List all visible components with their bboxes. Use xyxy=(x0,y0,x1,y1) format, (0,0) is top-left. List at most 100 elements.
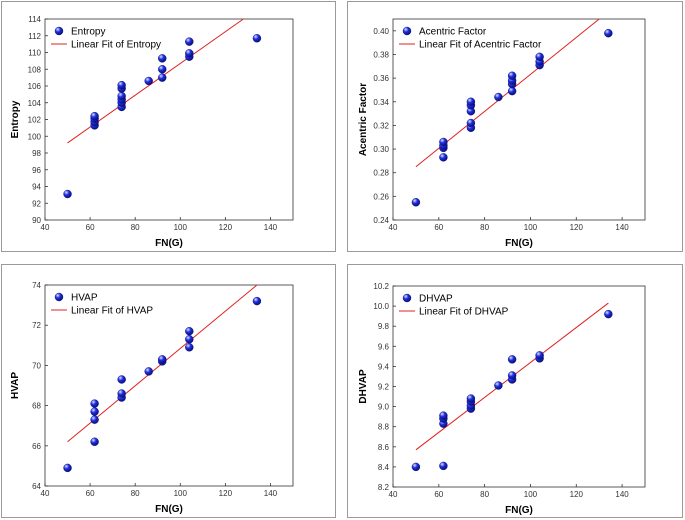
legend-label: Linear Fit of Acentric Factor xyxy=(419,40,542,51)
panel-dhvap: 40 60 80 100 120 140 8.2 8.4 8.6 8.8 9.0 9.2 9.4 9.6 9… xyxy=(347,264,683,518)
legend-marker xyxy=(54,26,64,36)
x-tick-label: 100 xyxy=(524,490,538,499)
legend-marker xyxy=(54,292,64,302)
y-tick-label: 92 xyxy=(32,199,41,208)
y-tick-label: 8.4 xyxy=(378,463,390,472)
panel-entropy: 40 60 80 100 120 140 90 92 94 96 98 100 102 104 106 108… xyxy=(1,1,336,252)
data-point xyxy=(439,461,448,471)
data-point xyxy=(158,355,167,364)
data-point xyxy=(117,91,126,101)
x-tick-label: 100 xyxy=(524,223,538,232)
data-point xyxy=(63,189,72,199)
data-point xyxy=(185,343,194,352)
data-point xyxy=(158,54,167,63)
x-tick-label: 40 xyxy=(41,489,50,498)
data-point xyxy=(90,437,99,446)
data-point xyxy=(535,351,544,360)
data-point xyxy=(439,411,448,420)
y-tick-label: 9.4 xyxy=(378,362,390,371)
data-point xyxy=(117,80,126,90)
y-tick-label: 66 xyxy=(32,442,41,451)
data-point xyxy=(144,367,153,376)
x-tick-label: 100 xyxy=(174,223,188,232)
x-tick-label: 120 xyxy=(219,489,233,498)
data-point xyxy=(604,28,613,38)
y-axis-title: Acentric Factor xyxy=(358,83,369,156)
data-point xyxy=(507,71,517,80)
plot-frame xyxy=(392,18,646,221)
x-tick-label: 60 xyxy=(86,223,95,232)
y-tick-label: 96 xyxy=(32,166,41,175)
data-point xyxy=(117,375,126,384)
x-tick-label: 80 xyxy=(480,223,489,232)
y-tick-label: 9.8 xyxy=(378,322,390,331)
data-point xyxy=(63,463,72,473)
data-point xyxy=(90,407,99,416)
legend-marker xyxy=(402,293,412,303)
data-point xyxy=(185,327,194,336)
y-tick-label: 0.26 xyxy=(373,192,389,201)
y-tick-label: 112 xyxy=(28,32,41,41)
data-point xyxy=(494,381,503,390)
data-point xyxy=(411,198,421,207)
y-tick-label: 10.0 xyxy=(373,302,389,311)
x-tick-label: 40 xyxy=(389,223,398,232)
panel-acentric-factor: 40 60 80 100 120 140 0.24 0.26 0.28 0.30 0.32 0.34 0… xyxy=(347,1,683,252)
data-point xyxy=(494,92,503,102)
x-tick-label: 140 xyxy=(264,489,278,498)
x-tick-label: 100 xyxy=(174,489,188,498)
y-tick-label: 104 xyxy=(28,99,42,108)
panel-hvap: 40 60 80 100 120 140 64 66 68 70 72 74 FN(G) HVAP HVAP… xyxy=(1,264,336,518)
x-tick-label: 80 xyxy=(131,223,140,232)
x-axis-title: FN(G) xyxy=(505,238,533,249)
x-tick-label: 120 xyxy=(219,223,233,232)
chart-svg: 40 60 80 100 120 140 64 66 68 70 72 74 FN(G) HVAP HVAP… xyxy=(10,281,294,515)
data-point xyxy=(252,34,262,43)
y-tick-label: 8.8 xyxy=(378,423,390,432)
data-point xyxy=(90,415,99,424)
y-axis-title: HVAP xyxy=(10,372,21,399)
y-tick-label: 0.38 xyxy=(373,50,389,59)
data-point xyxy=(252,296,262,306)
y-tick-label: 0.24 xyxy=(373,216,389,225)
x-tick-label: 140 xyxy=(264,223,278,232)
x-tick-label: 60 xyxy=(434,490,443,499)
chart-svg: 40 60 80 100 120 140 0.24 0.26 0.28 0.30 0.32 0.34 0… xyxy=(358,18,646,249)
y-tick-label: 0.32 xyxy=(373,121,389,130)
x-tick-label: 80 xyxy=(131,489,140,498)
data-point xyxy=(158,73,167,82)
data-point xyxy=(185,335,194,344)
y-tick-label: 64 xyxy=(32,482,41,491)
x-tick-label: 60 xyxy=(86,489,95,498)
legend-marker xyxy=(402,26,412,36)
legend-label: Linear Fit of DHVAP xyxy=(419,307,509,318)
data-point xyxy=(185,49,194,58)
y-tick-label: 102 xyxy=(28,116,42,125)
y-tick-label: 106 xyxy=(28,82,42,91)
y-tick-label: 0.28 xyxy=(373,169,389,178)
y-axis-title: Entropy xyxy=(10,100,21,138)
x-tick-label: 60 xyxy=(434,223,443,232)
x-axis-title: FN(G) xyxy=(155,238,183,249)
x-tick-label: 120 xyxy=(570,490,584,499)
y-tick-label: 100 xyxy=(28,132,42,141)
y-tick-label: 94 xyxy=(32,183,41,192)
y-tick-label: 9.6 xyxy=(378,342,390,351)
x-tick-label: 120 xyxy=(570,223,584,232)
y-tick-label: 0.34 xyxy=(373,98,389,107)
y-tick-label: 74 xyxy=(32,281,41,290)
y-tick-label: 0.36 xyxy=(373,74,389,83)
x-tick-label: 40 xyxy=(41,223,50,232)
data-point xyxy=(535,52,544,62)
data-point xyxy=(144,76,153,86)
legend-label: Acentric Factor xyxy=(419,27,487,38)
x-axis-title: FN(G) xyxy=(505,505,533,516)
y-tick-label: 70 xyxy=(32,361,41,370)
y-tick-label: 114 xyxy=(28,15,41,24)
data-point xyxy=(604,309,613,319)
plot-frame xyxy=(44,284,294,487)
data-point xyxy=(507,355,517,364)
data-point xyxy=(411,462,421,472)
data-point xyxy=(90,399,99,408)
